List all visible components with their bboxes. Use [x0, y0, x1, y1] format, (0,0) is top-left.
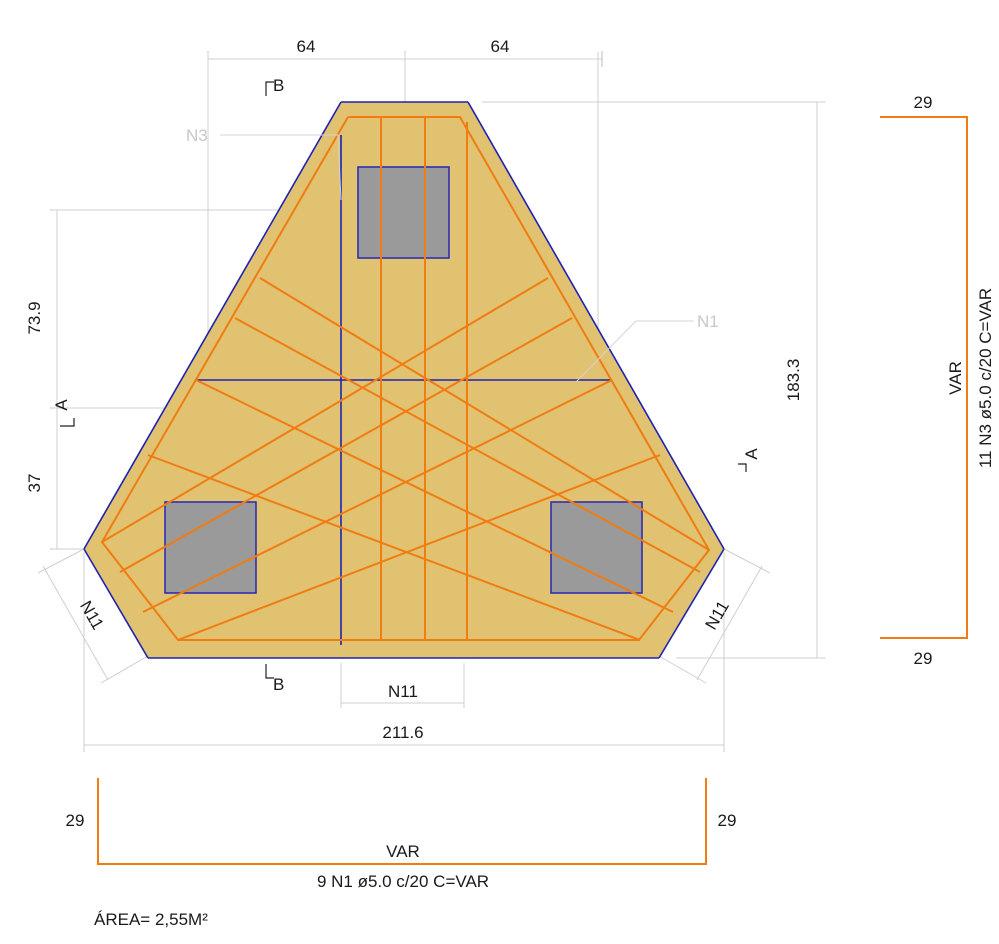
- pile-bottom-right: [550, 501, 643, 594]
- bar-label-n3: N3: [186, 126, 208, 145]
- dim-left-lower: 37: [25, 474, 44, 493]
- schedule-n1-hook-left: 29: [66, 811, 85, 830]
- cap-outline: [83, 101, 725, 659]
- bar-label-n11-right: N11: [702, 598, 733, 633]
- bar-label-n11-bottom: N11: [388, 682, 418, 701]
- leader-lines: [220, 134, 694, 383]
- schedule-n3-spec: 11 N3 ø5.0 c/20 C=VAR: [976, 288, 995, 468]
- section-b-bottom: B: [273, 675, 284, 694]
- section-a-left: A: [52, 399, 71, 411]
- dim-width: 211.6: [382, 723, 423, 742]
- schedule-n3-length: VAR: [946, 361, 965, 395]
- dim-left-upper: 73.9: [25, 301, 44, 334]
- pile-top: [357, 166, 450, 259]
- section-a-right: A: [742, 448, 761, 460]
- bar-schedule-n1: 29 29 VAR 9 N1 ø5.0 c/20 C=VAR: [66, 778, 737, 891]
- schedule-n3-hook-top: 29: [914, 93, 933, 112]
- dim-top-right: 64: [491, 37, 510, 56]
- dim-top-left: 64: [297, 37, 316, 56]
- schedule-n1-hook-right: 29: [718, 811, 737, 830]
- area-label: ÁREA= 2,55M²: [94, 910, 208, 929]
- bar-schedule-n3: 29 29 VAR 11 N3 ø5.0 c/20 C=VAR: [880, 93, 995, 668]
- reinforcement-bars: [100, 116, 711, 641]
- bar-label-n1: N1: [697, 312, 719, 331]
- section-marks: [60, 81, 747, 679]
- schedule-n3-hook-bottom: 29: [914, 649, 933, 668]
- dim-height: 183.3: [784, 359, 803, 402]
- bar-label-n11-left: N11: [76, 598, 107, 633]
- schedule-n1-spec: 9 N1 ø5.0 c/20 C=VAR: [317, 872, 489, 891]
- section-b-top: B: [273, 76, 284, 95]
- schedule-n1-length: VAR: [386, 842, 420, 861]
